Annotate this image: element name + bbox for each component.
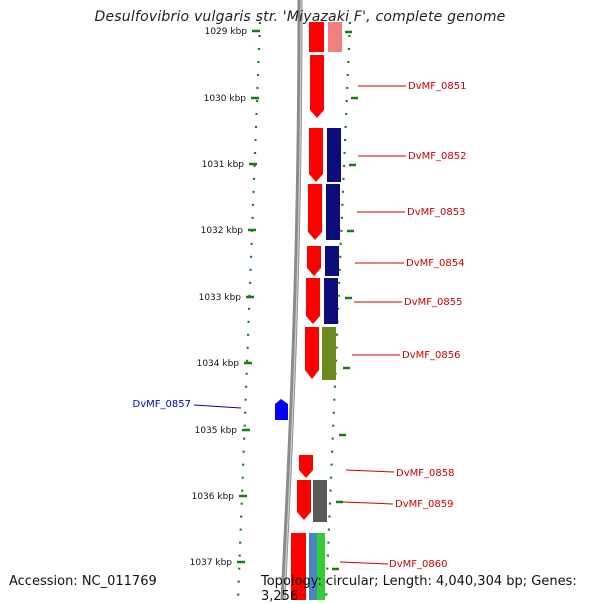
gene-label[interactable]: DvMF_0851 <box>408 81 466 92</box>
gene-feature-0859-rev[interactable] <box>313 480 327 522</box>
tick-label: 1030 kbp <box>204 94 247 104</box>
tick-label: 1029 kbp <box>205 27 248 37</box>
tick-label: 1033 kbp <box>199 293 242 303</box>
gene-feature-0855[interactable] <box>306 278 320 324</box>
tick-label: 1032 kbp <box>201 226 244 236</box>
gene-feature-0860-a[interactable] <box>309 533 317 600</box>
backbone-highlight <box>283 0 302 600</box>
gene-label[interactable]: DvMF_0852 <box>408 151 466 162</box>
gene-feature-0854[interactable] <box>307 246 321 276</box>
gene-label[interactable]: DvMF_0857 <box>133 399 191 410</box>
gene-label[interactable]: DvMF_0855 <box>404 297 462 308</box>
gene-features <box>275 22 342 600</box>
gene-feature-0855-rev[interactable] <box>324 278 338 324</box>
gene-feature-0852[interactable] <box>309 128 323 182</box>
left-guide-dots <box>236 21 262 600</box>
gene-feature-0856[interactable] <box>305 327 319 379</box>
gene-feature[interactable] <box>309 22 324 52</box>
gene-label[interactable]: DvMF_0859 <box>395 499 453 510</box>
gene-feature-0853[interactable] <box>308 184 322 240</box>
gene-feature-0859[interactable] <box>297 480 311 520</box>
tick-label: 1031 kbp <box>202 160 245 170</box>
backbone <box>280 0 303 600</box>
gene-feature[interactable] <box>328 22 342 52</box>
accession-text: Accession: NC_011769 <box>9 574 157 589</box>
label-leaders <box>193 85 406 565</box>
gene-feature-0858[interactable] <box>299 455 313 478</box>
gene-feature-0860[interactable] <box>291 533 306 600</box>
gene-label[interactable]: DvMF_0854 <box>406 258 464 269</box>
tick-label: 1036 kbp <box>192 492 235 502</box>
gene-label[interactable]: DvMF_0856 <box>402 350 460 361</box>
tick-label: 1034 kbp <box>197 359 240 369</box>
gene-feature-0853-rev[interactable] <box>326 184 340 240</box>
genome-title: Desulfovibrio vulgaris str. 'Miyazaki F'… <box>94 9 506 25</box>
tick-label: 1035 kbp <box>195 426 238 436</box>
gene-feature-0857[interactable] <box>275 399 288 420</box>
gene-label[interactable]: DvMF_0858 <box>396 468 454 479</box>
gene-label[interactable]: DvMF_0860 <box>389 559 447 570</box>
tick-label: 1037 kbp <box>190 558 233 568</box>
gene-feature-0852-rev[interactable] <box>327 128 341 182</box>
gene-label[interactable]: DvMF_0853 <box>407 207 465 218</box>
gene-feature-0860-b[interactable] <box>317 533 325 600</box>
gene-feature-0856-rev[interactable] <box>322 327 336 380</box>
right-guide-dots <box>324 21 352 600</box>
gene-feature-0851[interactable] <box>310 55 324 118</box>
gene-feature-0854-rev[interactable] <box>325 246 339 276</box>
